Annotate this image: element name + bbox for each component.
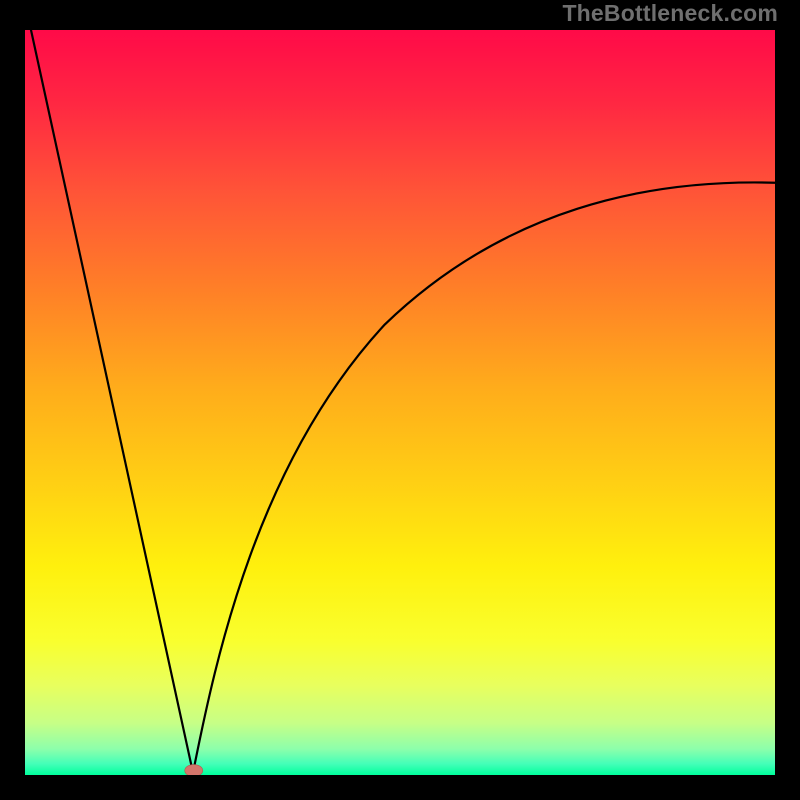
watermark-label: TheBottleneck.com [562,0,778,27]
minimum-marker [185,765,203,775]
bottleneck-curve-plot [25,30,775,775]
plot-background [25,30,775,775]
chart-container: TheBottleneck.com [0,0,800,800]
